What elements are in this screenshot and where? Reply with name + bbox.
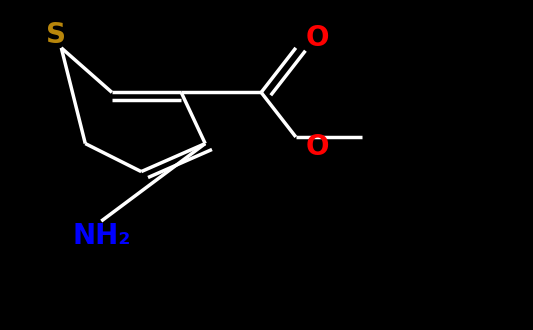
Text: O: O xyxy=(305,133,329,161)
Text: NH₂: NH₂ xyxy=(72,222,131,250)
Text: S: S xyxy=(46,21,66,49)
Text: O: O xyxy=(305,24,329,52)
